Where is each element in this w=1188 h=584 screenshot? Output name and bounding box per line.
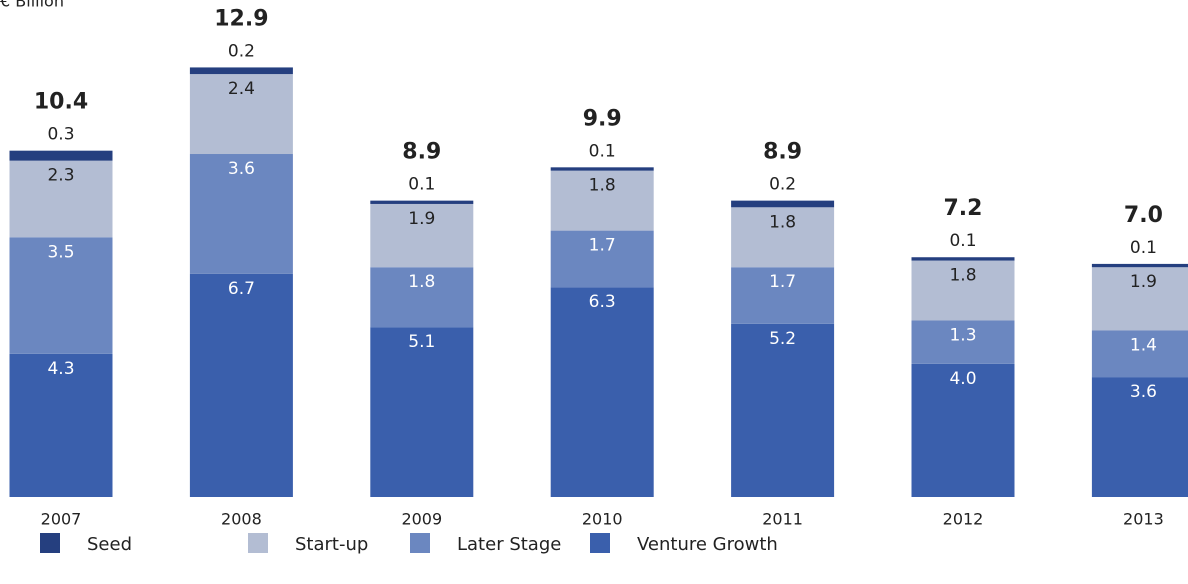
data-label: 1.7 bbox=[769, 272, 796, 292]
bar-segment bbox=[550, 230, 654, 288]
data-label: 3.6 bbox=[228, 159, 255, 179]
data-label: 1.8 bbox=[949, 266, 976, 286]
data-label: 6.3 bbox=[589, 292, 616, 312]
x-tick-label: 2011 bbox=[762, 510, 803, 529]
legend-swatch bbox=[248, 533, 268, 553]
bar-segment bbox=[1091, 330, 1188, 378]
x-tick-label: 2008 bbox=[221, 510, 262, 529]
bar-segment bbox=[550, 170, 654, 231]
bar-segment bbox=[911, 320, 1015, 364]
data-label: 1.7 bbox=[589, 236, 616, 256]
data-label: 0.1 bbox=[589, 141, 616, 161]
bar-segment bbox=[189, 273, 293, 497]
x-tick-label: 2010 bbox=[582, 510, 623, 529]
data-label: 0.1 bbox=[408, 175, 435, 195]
total-label: 12.9 bbox=[214, 6, 268, 31]
data-label: 0.1 bbox=[1130, 238, 1157, 258]
data-label: 2.3 bbox=[47, 166, 74, 186]
x-tick-label: 2013 bbox=[1123, 510, 1164, 529]
x-tick-label: 2007 bbox=[41, 510, 82, 529]
legend-label: Seed bbox=[87, 534, 132, 555]
x-tick-label: 2012 bbox=[943, 510, 984, 529]
bar-segment bbox=[189, 67, 293, 75]
chart-title: € Billion bbox=[0, 0, 64, 11]
data-label: 0.2 bbox=[228, 41, 255, 61]
data-label: 4.0 bbox=[949, 369, 976, 389]
bar-segment bbox=[1091, 377, 1188, 497]
data-label: 3.5 bbox=[47, 242, 74, 262]
x-tick-label: 2009 bbox=[401, 510, 442, 529]
data-label: 5.1 bbox=[408, 332, 435, 352]
bar-segment bbox=[9, 237, 113, 354]
bar-segment bbox=[370, 267, 474, 328]
bar-segment bbox=[1091, 267, 1188, 331]
data-label: 0.1 bbox=[949, 231, 976, 251]
data-label: 1.9 bbox=[408, 209, 435, 229]
data-label: 6.7 bbox=[228, 279, 255, 299]
data-label: 2.4 bbox=[228, 79, 255, 99]
bar-segment bbox=[550, 287, 654, 497]
data-label: 1.4 bbox=[1130, 336, 1157, 356]
data-label: 1.3 bbox=[949, 326, 976, 346]
bar-segment bbox=[9, 160, 113, 238]
bar-segment bbox=[731, 323, 835, 497]
legend-label: Start-up bbox=[295, 534, 368, 555]
data-label: 0.2 bbox=[769, 175, 796, 195]
data-label: 1.9 bbox=[1130, 272, 1157, 292]
total-label: 7.0 bbox=[1124, 203, 1163, 228]
bar-segment bbox=[370, 203, 474, 268]
bar-segment bbox=[911, 257, 1015, 261]
bar-segment bbox=[9, 150, 113, 161]
bar-segment bbox=[189, 74, 293, 155]
data-label: 1.8 bbox=[408, 272, 435, 292]
total-label: 10.4 bbox=[34, 90, 88, 115]
bar-segment bbox=[370, 327, 474, 497]
data-label: 5.2 bbox=[769, 329, 796, 349]
data-label: 3.6 bbox=[1130, 382, 1157, 402]
bar-segment bbox=[1091, 263, 1188, 268]
bar-segment bbox=[731, 200, 835, 208]
legend-label: Venture Growth bbox=[637, 534, 778, 555]
data-label: 0.3 bbox=[47, 125, 74, 145]
bar-segment bbox=[9, 353, 113, 497]
bar-segment bbox=[550, 167, 654, 171]
legend-swatch bbox=[410, 533, 430, 553]
legend-swatch bbox=[40, 533, 60, 553]
total-label: 7.2 bbox=[944, 196, 983, 221]
legend-swatch bbox=[590, 533, 610, 553]
legend-label: Later Stage bbox=[457, 534, 561, 555]
bar-segment bbox=[731, 267, 835, 324]
data-label: 4.3 bbox=[47, 359, 74, 379]
total-label: 8.9 bbox=[763, 140, 802, 165]
data-label: 1.8 bbox=[769, 212, 796, 232]
bar-segment bbox=[911, 363, 1015, 497]
total-label: 9.9 bbox=[583, 106, 622, 131]
total-label: 8.9 bbox=[402, 140, 441, 165]
bar-segment bbox=[911, 260, 1015, 321]
bar-segment bbox=[370, 200, 474, 204]
bar-segment bbox=[189, 154, 293, 274]
data-label: 1.8 bbox=[589, 176, 616, 196]
bar-segment bbox=[731, 207, 835, 268]
